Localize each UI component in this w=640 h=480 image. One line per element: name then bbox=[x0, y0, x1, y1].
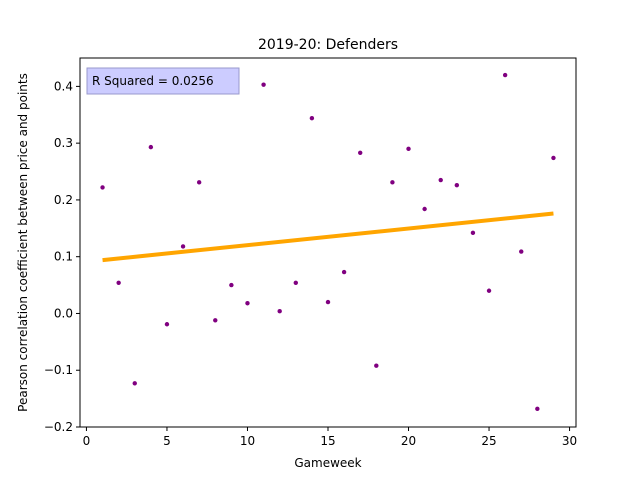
x-tick-label: 30 bbox=[562, 434, 577, 448]
y-tick-label: 0.0 bbox=[54, 306, 73, 320]
scatter-point bbox=[519, 249, 524, 254]
scatter-point bbox=[277, 308, 282, 314]
scatter-point bbox=[213, 318, 218, 323]
x-tick-label: 20 bbox=[401, 434, 416, 448]
chart-title: 2019-20: Defenders bbox=[258, 37, 398, 53]
y-tick-label: −0.1 bbox=[44, 363, 73, 377]
scatter-point bbox=[341, 269, 347, 275]
scatter-point bbox=[535, 406, 540, 412]
x-tick-label: 15 bbox=[320, 434, 335, 448]
y-tick-label: 0.3 bbox=[54, 136, 73, 150]
trendline bbox=[102, 211, 554, 263]
x-axis-ticks: 0 5 10 15 20 25 30 bbox=[83, 427, 577, 448]
trendline-layer bbox=[102, 211, 554, 263]
x-tick-label: 10 bbox=[240, 434, 255, 448]
scatter-point bbox=[470, 230, 476, 236]
scatter-point bbox=[148, 144, 154, 150]
x-tick-label: 0 bbox=[83, 434, 91, 448]
scatter-point bbox=[438, 177, 443, 183]
scatter-point bbox=[454, 182, 460, 188]
y-tick-label: 0.1 bbox=[54, 250, 73, 264]
scatter-point bbox=[229, 282, 234, 288]
scatter-point bbox=[116, 280, 121, 286]
scatter-point bbox=[551, 155, 556, 161]
scatter-point bbox=[502, 72, 508, 78]
y-axis-ticks: −0.2 −0.1 0.0 0.1 0.2 0.3 0.4 bbox=[44, 79, 80, 434]
scatter-point bbox=[261, 82, 266, 87]
scatter-point bbox=[293, 280, 298, 286]
scatter-point bbox=[374, 363, 379, 368]
r-squared-annotation: R Squared = 0.0256 bbox=[86, 67, 240, 95]
y-tick-label: 0.4 bbox=[54, 79, 73, 93]
x-tick-label: 5 bbox=[163, 434, 171, 448]
scatter-point bbox=[358, 150, 363, 156]
scatter-point bbox=[325, 299, 331, 305]
scatter-point bbox=[245, 301, 250, 306]
y-tick-label: −0.2 bbox=[44, 420, 73, 434]
y-axis-label: Pearson correlation coefficient between … bbox=[16, 73, 30, 412]
x-tick-label: 25 bbox=[481, 434, 496, 448]
y-tick-label: 0.2 bbox=[54, 193, 73, 207]
scatter-point bbox=[309, 115, 315, 121]
point-layer bbox=[100, 72, 556, 412]
scatter-point bbox=[100, 185, 105, 190]
annotation-box bbox=[86, 67, 240, 95]
scatter-point bbox=[132, 381, 137, 386]
scatter-point bbox=[422, 206, 427, 212]
scatter-point bbox=[390, 180, 395, 185]
x-axis-label: Gameweek bbox=[294, 456, 361, 470]
scatter-point bbox=[180, 244, 186, 249]
scatter-point bbox=[406, 146, 411, 152]
scatter-point bbox=[486, 288, 492, 293]
scatter-point bbox=[196, 180, 202, 185]
annotation-text: R Squared = 0.0256 bbox=[92, 74, 214, 88]
scatter-point bbox=[164, 322, 170, 327]
